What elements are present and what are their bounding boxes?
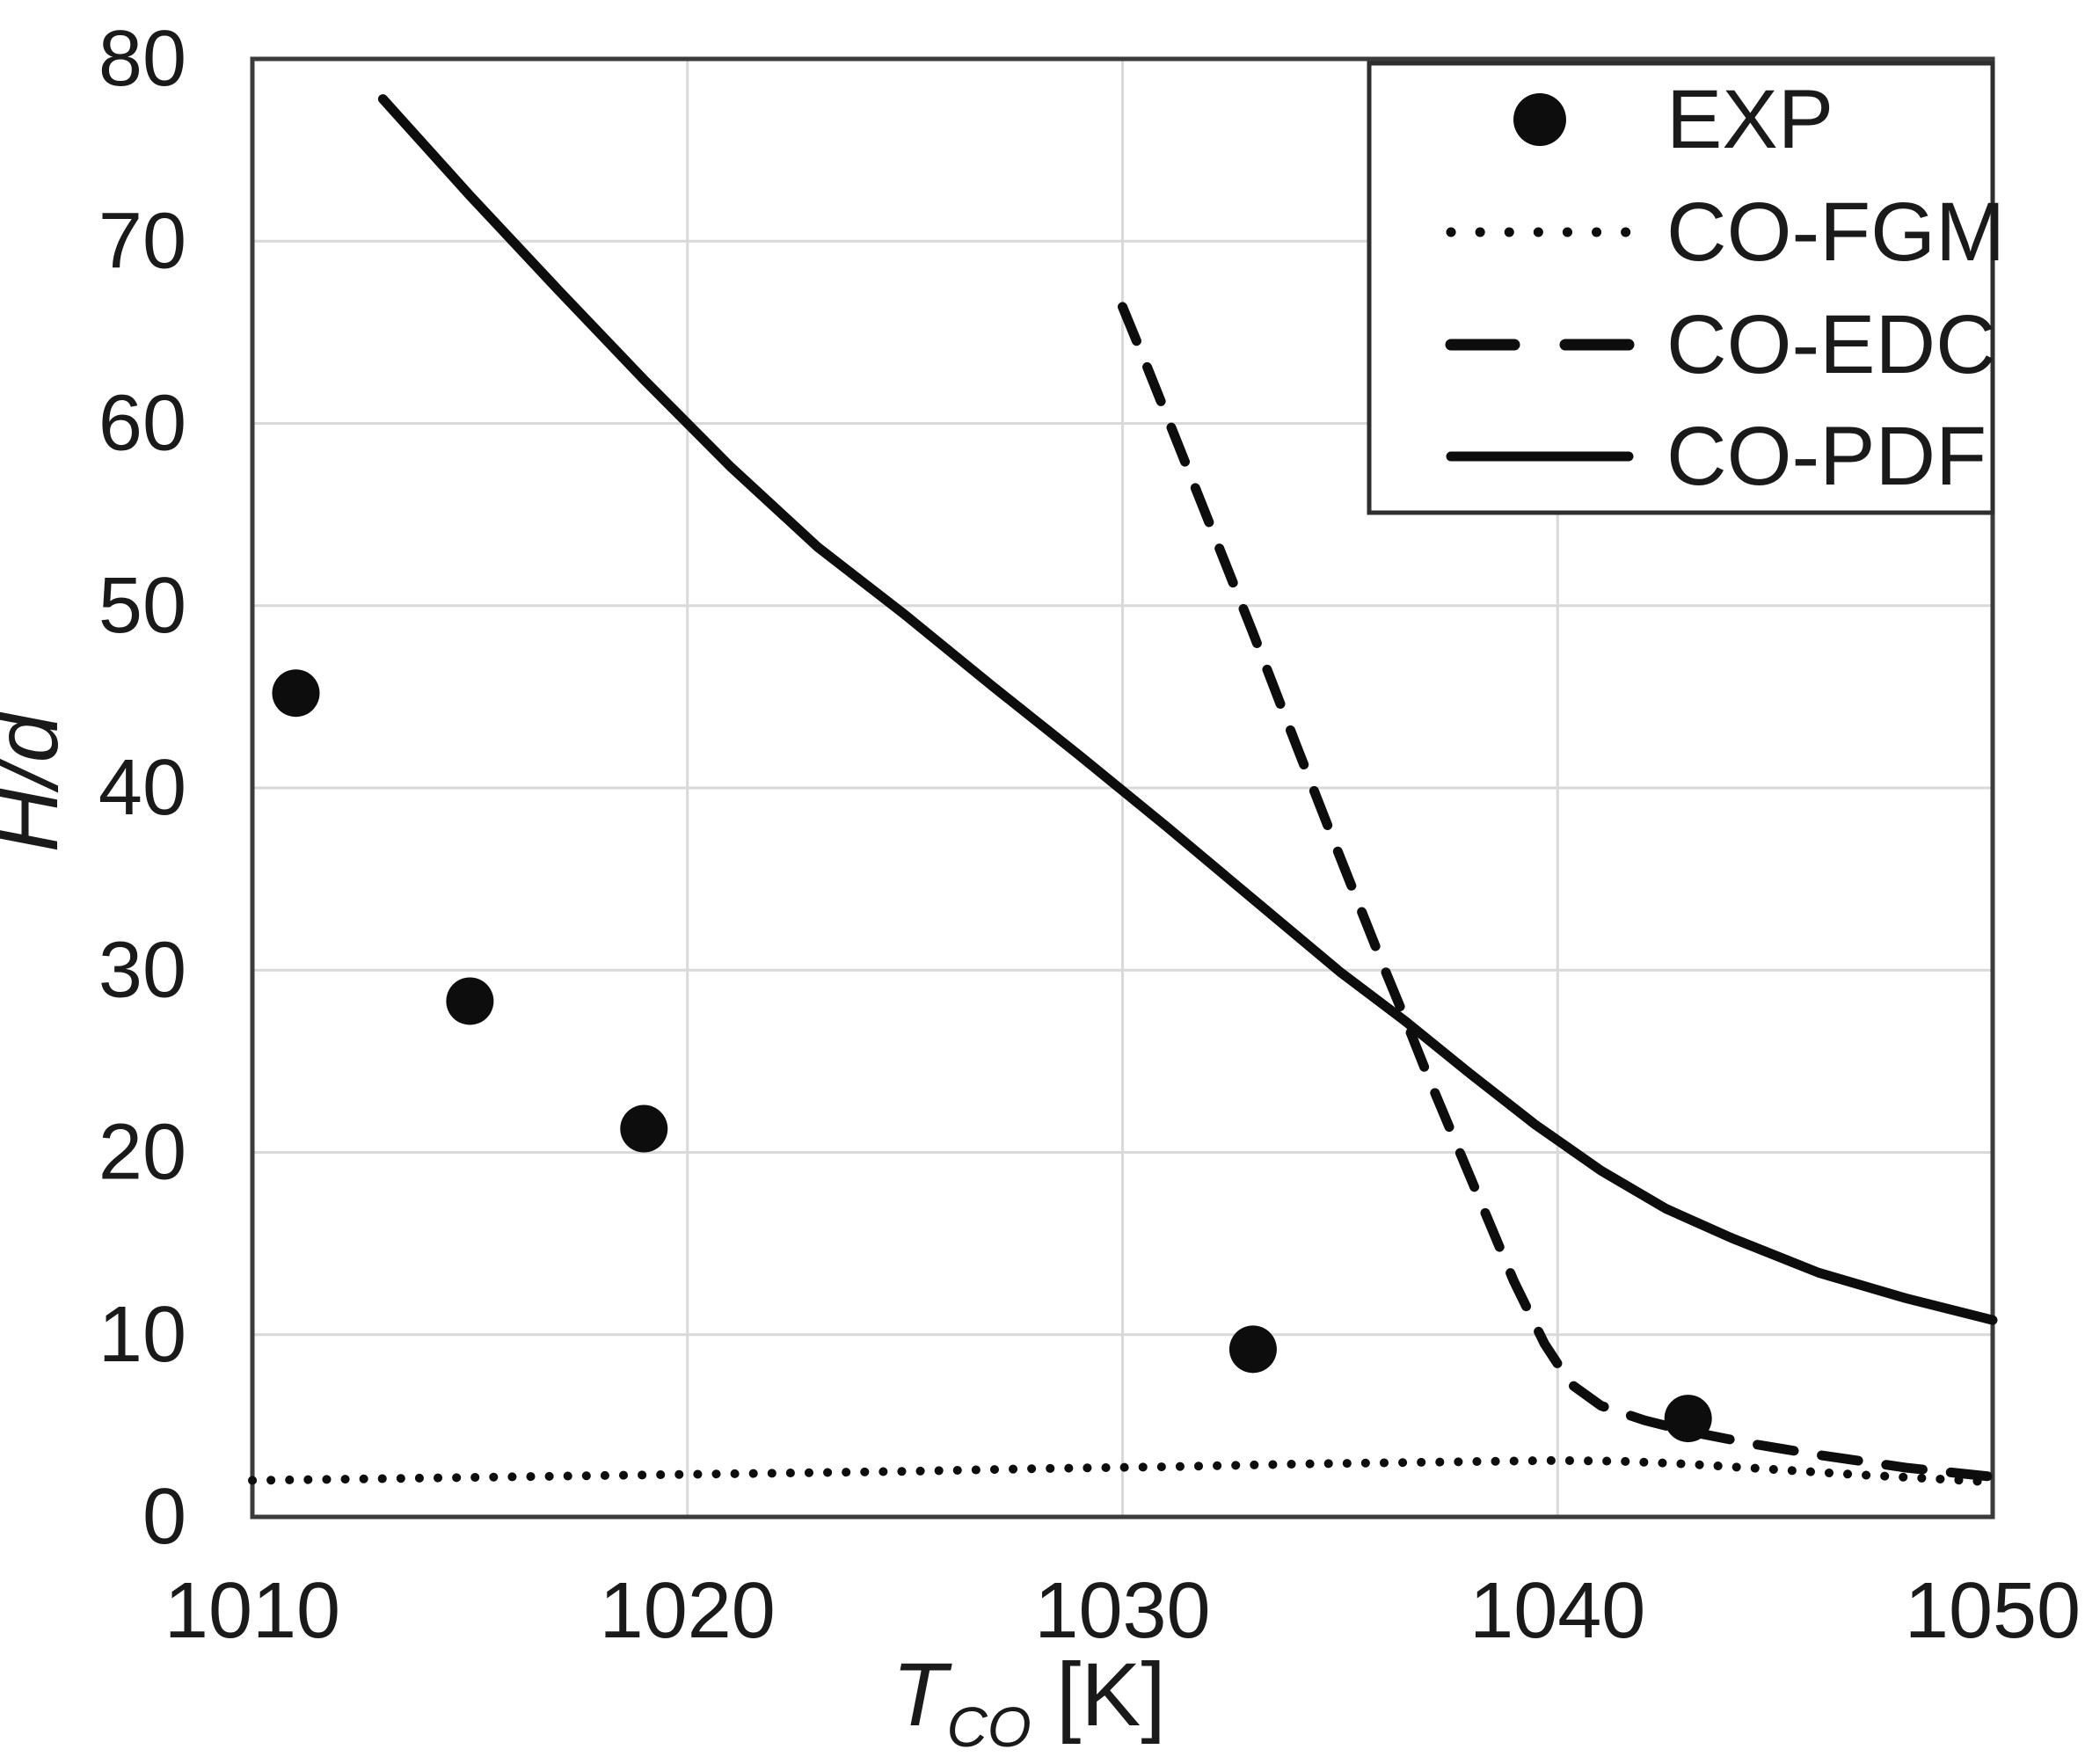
legend-markers (1445, 93, 1635, 462)
legend-label-exp: EXP (1666, 73, 1833, 166)
legend-marker-dot (1513, 93, 1566, 146)
x-axis-tick-labels: 1010 1020 1030 1040 1050 (164, 1567, 2081, 1655)
y-tick-label: 0 (142, 1473, 186, 1561)
x-axis-title-unit: [K] (1032, 1644, 1166, 1745)
y-axis-title: H/d (0, 710, 77, 852)
series-lines (248, 94, 1998, 1487)
exp-point (1228, 1325, 1277, 1374)
x-axis-title-symbol: T (892, 1644, 952, 1745)
x-axis-title: TCO [K] (892, 1644, 1165, 1759)
y-tick-label: 70 (98, 197, 186, 285)
legend-label-co-fgm: CO-FGM (1666, 186, 2005, 279)
exp-point (446, 977, 494, 1025)
legend-label-co-pdf: CO-PDF (1666, 410, 1987, 503)
x-tick-label: 1030 (1034, 1567, 1210, 1655)
series-line-co-edc (1118, 302, 1998, 1482)
y-tick-label: 30 (98, 926, 186, 1014)
y-tick-label: 10 (98, 1291, 186, 1379)
y-axis-tick-labels: 0 10 20 30 40 50 60 70 80 (98, 15, 186, 1561)
y-tick-label: 80 (98, 15, 186, 103)
legend-box (1367, 61, 1995, 515)
y-tick-label: 50 (98, 562, 186, 650)
exp-point (1664, 1395, 1712, 1443)
x-tick-label: 1050 (1905, 1567, 2081, 1655)
y-tick-label: 20 (98, 1109, 186, 1197)
exp-points (272, 669, 1712, 1443)
legend: EXP CO-FGM CO-EDC CO-PDF (1367, 61, 2005, 515)
exp-point (620, 1104, 668, 1153)
plot-border (250, 56, 1995, 1520)
x-tick-label: 1010 (164, 1567, 340, 1655)
y-tick-label: 60 (98, 380, 186, 468)
legend-label-co-edc: CO-EDC (1666, 298, 1996, 391)
x-tick-label: 1020 (600, 1567, 776, 1655)
y-tick-label: 40 (98, 744, 186, 832)
series-line-co-pdf (377, 94, 1998, 1325)
x-axis-title-subscript: CO (947, 1695, 1032, 1759)
exp-point (272, 669, 320, 718)
x-tick-label: 1040 (1469, 1567, 1645, 1655)
